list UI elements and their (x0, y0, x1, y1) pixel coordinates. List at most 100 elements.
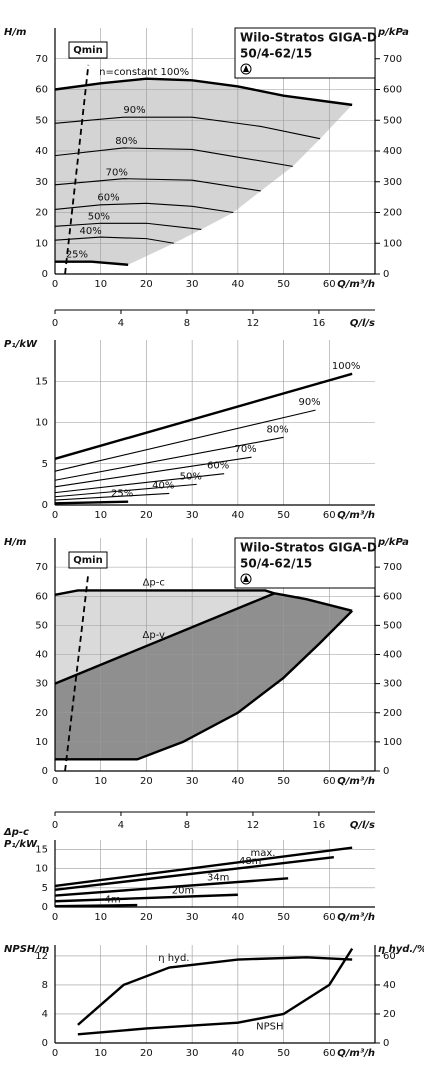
y-tick-label: 12 (35, 951, 48, 962)
y-axis-label: H/m (4, 537, 26, 548)
curve (54, 492, 170, 501)
x-tick-label: 40 (231, 510, 244, 521)
y-tick-label: 20 (35, 708, 48, 719)
y-tick-label: 30 (35, 177, 48, 188)
chart-title: Wilo-Stratos GIGA-D (240, 541, 377, 555)
y-tick-label: 5 (42, 883, 48, 894)
curve (54, 483, 197, 498)
x-tick-label: 12 (247, 318, 260, 329)
curve (54, 903, 138, 908)
curve (54, 178, 261, 192)
curve (54, 846, 353, 888)
x-tick-label: 20 (140, 510, 153, 521)
x-tick-label: 60 (323, 912, 336, 923)
x-tick-label: 20 (140, 279, 153, 290)
y-tick-label: 5 (42, 459, 48, 470)
curve-label: Δp-c (143, 577, 165, 588)
y2-tick-label: 600 (383, 591, 402, 602)
y-tick-label: 40 (35, 650, 48, 661)
x-tick-label: 50 (277, 510, 290, 521)
chart-title: Wilo-Stratos GIGA-D (240, 31, 377, 45)
x-tick-label: 0 (52, 912, 58, 923)
curve-label: 70% (234, 444, 256, 455)
y2-tick-label: 0 (383, 766, 389, 777)
title-box (234, 27, 376, 79)
y-tick-label: 0 (42, 1038, 48, 1049)
chart-subtitle: 50/4-62/15 (240, 557, 312, 571)
x-tick-label: 10 (94, 912, 107, 923)
curve-label: 4m (105, 894, 121, 905)
y-tick-label: 60 (35, 85, 48, 96)
x-tick-label: 40 (231, 279, 244, 290)
y2-axis-label: p/kPa (377, 27, 409, 38)
y2-tick-label: 40 (383, 980, 396, 991)
y-tick-label: 70 (35, 54, 48, 65)
x-tick-label: 50 (277, 776, 290, 787)
curve-label: 60% (97, 193, 119, 204)
y2-axis-label: p/kPa (377, 537, 409, 548)
x-tick-label: 8 (184, 820, 190, 831)
x-tick-label: 0 (52, 820, 58, 831)
chart-subtitle: 50/4-62/15 (240, 47, 312, 61)
y2-axis-label: η hyd./% (378, 944, 424, 955)
title-box (234, 537, 376, 589)
y-tick-label: 0 (42, 500, 48, 511)
curve-label: 20m (172, 886, 194, 897)
x-tick-label: 10 (94, 776, 107, 787)
curve (54, 500, 129, 505)
y2-tick-label: 0 (383, 269, 389, 280)
y-tick-label: 0 (42, 269, 48, 280)
x-axis-label: Q/l/s (350, 820, 375, 831)
y2-tick-label: 700 (383, 562, 402, 573)
curve (77, 956, 353, 1026)
y-tick-label: 10 (35, 418, 48, 429)
curve-label: Δp-v (143, 630, 166, 641)
y2-tick-label: 300 (383, 177, 402, 188)
curve (54, 589, 275, 596)
x-tick-label: 20 (140, 1048, 153, 1059)
y2-tick-label: 300 (383, 679, 402, 690)
curve-label: 80% (266, 424, 288, 435)
curve (54, 222, 202, 230)
y-axis-label: NPSH/m (4, 944, 49, 955)
curve-label: 80% (115, 136, 137, 147)
x-axis-label: Q/m³/h (337, 776, 375, 787)
x-tick-label: 40 (231, 776, 244, 787)
y-tick-label: 20 (35, 208, 48, 219)
qmin-line (64, 64, 90, 275)
curve-label: 90% (298, 397, 320, 408)
y-axis-label: P₁/kW (4, 339, 38, 350)
curve (54, 592, 275, 685)
y-tick-label: 15 (35, 376, 48, 387)
x-tick-label: 0 (52, 279, 58, 290)
curve (54, 372, 353, 460)
operating-area (55, 78, 353, 265)
x-tick-label: 20 (140, 776, 153, 787)
x-tick-label: 30 (186, 776, 199, 787)
x-tick-label: 4 (118, 318, 124, 329)
x-tick-label: 10 (94, 510, 107, 521)
y2-tick-label: 500 (383, 115, 402, 126)
curve (54, 473, 225, 494)
dp-v-area (55, 593, 353, 760)
x-tick-label: 0 (52, 510, 58, 521)
qmin-label: Qmin (73, 45, 102, 56)
y-tick-label: 10 (35, 737, 48, 748)
y-tick-label: 50 (35, 115, 48, 126)
x-axis-label: Q/m³/h (337, 1048, 375, 1059)
logo-mark (243, 65, 249, 72)
curve (54, 116, 321, 140)
y2-tick-label: 400 (383, 146, 402, 157)
y-axis-label: P₁/kW (4, 839, 38, 850)
x-tick-label: 16 (313, 820, 326, 831)
y2-tick-label: 500 (383, 620, 402, 631)
y-tick-label: 0 (42, 902, 48, 913)
curve-label: 50% (180, 471, 202, 482)
x-tick-label: 0 (52, 776, 58, 787)
curve (55, 609, 353, 761)
curve-label: η hyd. (158, 953, 189, 964)
curve (54, 436, 284, 481)
x-axis-label: Q/m³/h (337, 279, 375, 290)
y2-tick-label: 60 (383, 951, 396, 962)
